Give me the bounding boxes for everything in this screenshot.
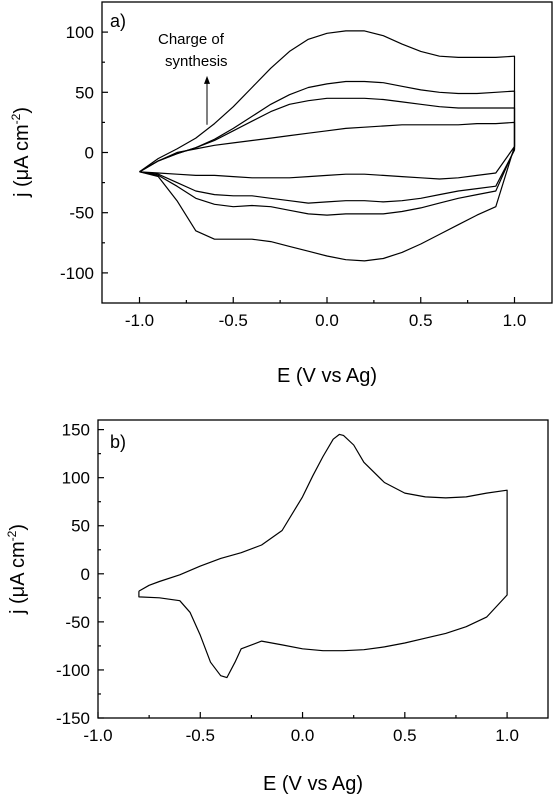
y-axis-title-b: j (μA cm-2) xyxy=(5,524,29,615)
plot-frame-b xyxy=(97,419,549,719)
x-tick-label-a: 0.5 xyxy=(409,311,433,330)
annotation-line-1: Charge of xyxy=(158,31,225,48)
y-tick-label-a: 0 xyxy=(85,144,94,163)
y-axis-title-a-main: j ( xyxy=(11,180,33,198)
y-tick-label-b: 50 xyxy=(71,517,90,536)
panel-a: -1.0 -0.5 0.0 0.5 1.0 -100 -50 0 50 100 a) Charge… xyxy=(9,1,553,387)
x-axis-title-b: E (V vs Ag) xyxy=(263,773,363,795)
annotation-line-2: synthesis xyxy=(165,53,228,70)
y-axis-title-a-exp: -2 xyxy=(9,113,23,124)
arrow-head xyxy=(204,75,210,84)
curves-b xyxy=(138,433,508,679)
series-line-a-4 xyxy=(139,30,516,262)
y-axis-title-b-unit: μA cm xyxy=(7,541,29,597)
x-tick-label-b: -1.0 xyxy=(83,726,112,745)
curves-a xyxy=(139,30,516,262)
panel-label-b: b) xyxy=(110,432,126,452)
x-tick-label-a: -0.5 xyxy=(219,311,248,330)
y-tick-label-b: -50 xyxy=(65,613,90,632)
x-tick-label-b: 0.5 xyxy=(393,726,417,745)
x-tick-label-b: 1.0 xyxy=(495,726,519,745)
y-tick-label-a: -50 xyxy=(69,204,94,223)
y-axis-title-b-main: j ( xyxy=(7,597,29,615)
x-tick-label-b: -0.5 xyxy=(186,726,215,745)
y-tick-label-a: -100 xyxy=(60,264,94,283)
y-axis-title-a-unit: μA cm xyxy=(11,124,33,180)
y-tick-label-a: 50 xyxy=(75,83,94,102)
x-axis-title-a: E (V vs Ag) xyxy=(277,365,377,387)
panel-label-a: a) xyxy=(110,11,126,31)
panel-b: -1.0 -0.5 0.0 0.5 1.0 -150 -100 -50 0 50 100 150 b)… xyxy=(5,419,549,795)
y-tick-label-a: 100 xyxy=(66,23,94,42)
y-tick-label-b: 150 xyxy=(62,421,90,440)
y-axis-title-a: j (μA cm-2) xyxy=(9,107,33,198)
arrow-up-icon xyxy=(204,75,210,125)
series-line-a-2 xyxy=(139,97,516,204)
y-tick-label-b: 100 xyxy=(62,469,90,488)
y-axis-title-a-close: ) xyxy=(11,107,33,114)
series-line-b-1 xyxy=(138,433,508,679)
y-axis-title-b-close: ) xyxy=(7,524,29,531)
y-tick-label-b: 0 xyxy=(81,565,90,584)
ticks-b: -1.0 -0.5 0.0 0.5 1.0 -150 -100 -50 0 50 100 150 xyxy=(56,421,519,745)
x-tick-label-b: 0.0 xyxy=(291,726,315,745)
x-tick-label-a: 1.0 xyxy=(503,311,527,330)
y-tick-label-b: -100 xyxy=(56,661,90,680)
x-tick-label-a: 0.0 xyxy=(315,311,339,330)
y-axis-title-b-exp: -2 xyxy=(5,530,19,541)
series-line-a-3 xyxy=(139,80,516,216)
series-line-a-1 xyxy=(139,121,516,180)
ticks-a: -1.0 -0.5 0.0 0.5 1.0 -100 -50 0 50 100 xyxy=(60,23,526,330)
y-tick-label-b: -150 xyxy=(56,709,90,728)
x-tick-label-a: -1.0 xyxy=(125,311,154,330)
